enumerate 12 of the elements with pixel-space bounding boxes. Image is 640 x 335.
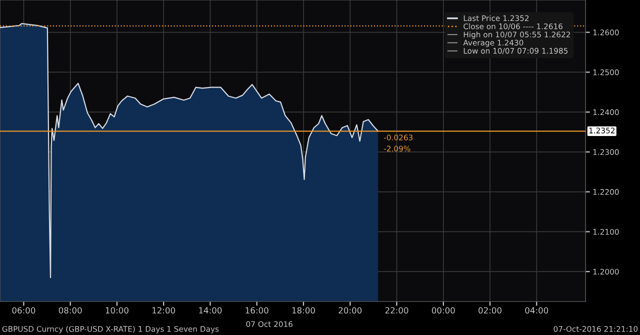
x-tick-label: 18:00 (292, 307, 315, 314)
x-tick-label: 16:00 (246, 307, 268, 314)
x-tick-label: 10:00 (106, 307, 128, 314)
x-tick-label: 04:00 (525, 307, 548, 314)
x-tick-label: 02:00 (478, 307, 502, 314)
x-tick-label: 22:00 (385, 307, 408, 314)
x-tick-label: 06:00 (12, 307, 36, 314)
x-tick-label: 12:00 (152, 307, 176, 314)
x-tick-label: 14:00 (199, 307, 222, 314)
x-tick-label: 00:00 (432, 307, 455, 314)
x-tick-label: 08:00 (58, 307, 82, 314)
x-tick-label: 20:00 (338, 307, 362, 314)
